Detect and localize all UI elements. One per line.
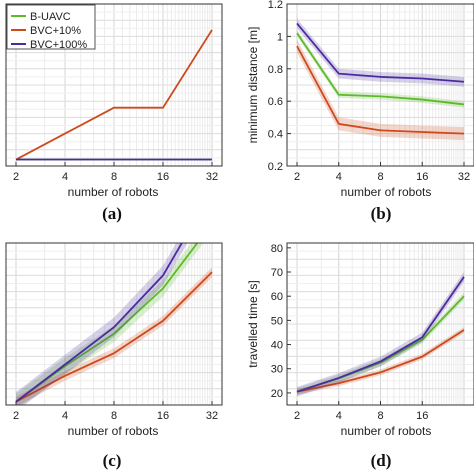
series-line-B-UAVC xyxy=(296,32,465,106)
band-B-UAVC xyxy=(297,292,464,396)
x-tick-label: 16 xyxy=(416,171,428,183)
band-BVC+10% xyxy=(297,39,464,141)
y-tick-label: 80 xyxy=(271,243,283,255)
series-line-BVC+100% xyxy=(296,276,465,393)
series-line-BVC+10% xyxy=(296,329,465,393)
band-BVC+100% xyxy=(297,272,464,397)
y-tick-label: 0.6 xyxy=(268,96,283,108)
series-line-BVC+10% xyxy=(15,271,213,403)
panel-d: 2 4 8 16 20 30 40 50 60 70 80 number of robots trave… xyxy=(246,242,474,470)
series-line-BVC+10% xyxy=(296,45,465,135)
panel-c: 2 4 8 16 32 number of robots (c) xyxy=(5,242,223,470)
y-tick-label: 30 xyxy=(271,364,283,376)
series-line-BVC+100% xyxy=(15,243,183,403)
y-tick-label: 20 xyxy=(271,388,283,400)
x-tick-label: 16 xyxy=(157,171,169,183)
legend-entry: BVC+100% xyxy=(30,39,87,51)
plot-area xyxy=(15,243,213,405)
grid xyxy=(6,4,222,166)
plot-area xyxy=(296,18,465,141)
x-tick-label: 4 xyxy=(336,410,342,422)
x-axis-label: number of robots xyxy=(341,424,432,438)
series-line-BVC+10% xyxy=(15,29,213,161)
x-tick-label: 4 xyxy=(62,171,68,183)
x-tick-label: 8 xyxy=(377,171,383,183)
panel-label: (c) xyxy=(103,451,122,470)
legend: B-UAVC BVC+10% BVC+100% xyxy=(6,4,96,51)
band-BVC+100% xyxy=(297,18,464,87)
plot-area xyxy=(296,272,465,397)
legend-entry: B-UAVC xyxy=(30,11,71,23)
y-axis-label: travelled time [s] xyxy=(246,280,260,367)
x-tick-label: 2 xyxy=(13,410,19,422)
panel-label: (d) xyxy=(371,451,392,470)
x-tick-label: 32 xyxy=(458,171,470,183)
grid xyxy=(287,4,474,166)
y-tick-label: 0.8 xyxy=(268,64,283,76)
x-tick-label: 16 xyxy=(416,410,428,422)
y-axis-label: minimum distance [m] xyxy=(246,27,260,144)
x-axis-label: number of robots xyxy=(341,185,432,199)
x-tick-label: 4 xyxy=(336,171,342,183)
panel-label: (b) xyxy=(371,204,392,223)
y-tick-label: 1.2 xyxy=(268,0,283,11)
x-tick-label: 32 xyxy=(206,410,218,422)
y-tick-label: 70 xyxy=(271,267,283,279)
x-axis-label: number of robots xyxy=(68,424,159,438)
x-tick-label: 32 xyxy=(206,171,218,183)
x-axis-label: number of robots xyxy=(68,185,159,199)
y-tick-label: 50 xyxy=(271,315,283,327)
y-tick-label: 0.2 xyxy=(268,161,283,173)
x-tick-label: 16 xyxy=(157,410,169,422)
legend-box xyxy=(6,4,96,50)
x-tick-label: 2 xyxy=(294,171,300,183)
y-tick-label: 0.4 xyxy=(268,129,283,141)
x-tick-label: 4 xyxy=(62,410,68,422)
legend-entry: BVC+10% xyxy=(30,25,81,37)
series-line-BVC+100% xyxy=(296,22,465,83)
y-tick-label: 40 xyxy=(271,340,283,352)
x-tick-label: 2 xyxy=(13,171,19,183)
y-tick-label: 1 xyxy=(277,31,283,43)
panel-b: 2 4 8 16 32 0.2 0.4 0.6 0.8 1 1.2 number of robots m… xyxy=(246,0,474,223)
panel-label: (a) xyxy=(102,204,122,223)
y-tick-label: 60 xyxy=(271,291,283,303)
band-B-UAVC xyxy=(297,29,464,108)
x-tick-label: 8 xyxy=(377,410,383,422)
grid xyxy=(6,243,222,405)
x-tick-label: 8 xyxy=(111,171,117,183)
grid xyxy=(287,243,474,405)
band-B-UAVC xyxy=(16,243,204,405)
x-tick-label: 8 xyxy=(111,410,117,422)
plot-area xyxy=(15,29,213,161)
x-tick-label: 2 xyxy=(294,410,300,422)
band-BVC+100% xyxy=(16,243,188,405)
